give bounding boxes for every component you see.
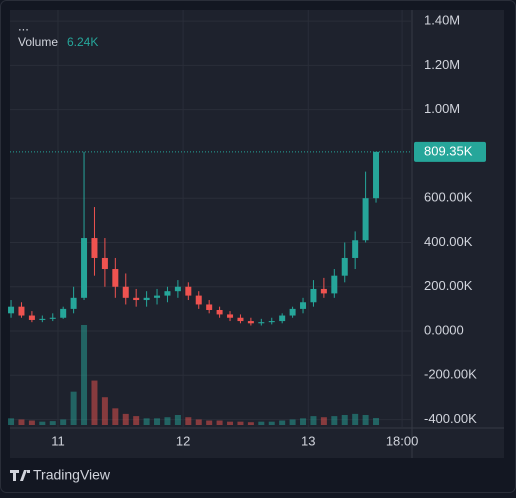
- volume-bar: [289, 419, 296, 425]
- volume-bar: [112, 408, 119, 425]
- y-tick-label: 400.00K: [424, 234, 473, 249]
- candle-body: [28, 315, 35, 320]
- logo: [10, 470, 30, 481]
- candle-body: [268, 321, 275, 323]
- candle-body: [174, 286, 181, 292]
- candle-body: [154, 295, 161, 298]
- volume-bar: [206, 420, 213, 425]
- candle-body: [164, 291, 171, 296]
- volume-bar: [373, 418, 380, 425]
- y-tick-label: -200.00K: [424, 367, 477, 382]
- volume-value: 6.24K: [67, 35, 98, 49]
- candle-body: [8, 306, 15, 314]
- candle-body: [49, 317, 56, 319]
- volume-bar: [331, 416, 338, 425]
- volume-bar: [143, 418, 150, 425]
- candle-body: [101, 257, 108, 270]
- volume-bar: [101, 397, 108, 425]
- volume-bar: [258, 421, 265, 425]
- candle-body: [300, 302, 307, 309]
- volume-bar: [341, 415, 348, 425]
- y-tick-label: 0.0000: [424, 322, 464, 337]
- candle-body: [289, 308, 296, 316]
- volume-bar: [39, 421, 46, 425]
- candle-body: [237, 317, 244, 322]
- footer-brand: TradingView: [33, 467, 111, 483]
- last-price-box: [414, 141, 486, 162]
- candle-body: [279, 315, 286, 322]
- candle-body: [122, 286, 129, 298]
- volume-bar: [362, 415, 369, 425]
- volume-bar: [227, 421, 234, 425]
- volume-bar: [320, 417, 327, 425]
- volume-bar: [8, 418, 15, 425]
- candle-body: [216, 309, 223, 315]
- candle-body: [18, 306, 25, 316]
- x-tick-label: 13: [301, 433, 315, 448]
- candle-body: [133, 297, 140, 301]
- candle-body: [373, 151, 380, 199]
- y-tick-label: 1.40M: [424, 13, 460, 28]
- candle-body: [81, 238, 88, 298]
- candle-body: [91, 238, 98, 258]
- candle-body: [247, 321, 254, 324]
- candle-body: [70, 297, 77, 309]
- last-price-label: 809.35K: [424, 143, 473, 158]
- candle-body: [227, 314, 234, 318]
- volume-bar: [185, 417, 192, 425]
- volume-bar: [49, 421, 56, 425]
- volume-bar: [352, 413, 359, 425]
- volume-bar: [300, 418, 307, 425]
- volume-bar: [247, 422, 254, 425]
- candle-body: [195, 295, 202, 305]
- volume-bar: [70, 391, 77, 425]
- candle-body: [258, 322, 265, 324]
- x-tick-label: 12: [176, 433, 190, 448]
- volume-bar: [28, 420, 35, 425]
- volume-bar: [133, 416, 140, 425]
- candle-body: [320, 288, 327, 294]
- volume-bar: [18, 419, 25, 425]
- volume-bar: [154, 418, 161, 425]
- candle-body: [60, 308, 67, 318]
- x-tick-label: 18:00: [386, 433, 419, 448]
- volume-bar: [91, 380, 98, 425]
- candle-body: [331, 275, 338, 294]
- volume-bar: [310, 416, 317, 425]
- candle-body: [185, 286, 192, 296]
- y-tick-label: 1.20M: [424, 57, 460, 72]
- x-tick-label: 11: [51, 433, 65, 448]
- candle-body: [39, 318, 46, 320]
- volume-bar: [216, 420, 223, 425]
- y-tick-label: 600.00K: [424, 190, 473, 205]
- candle-body: [143, 297, 150, 301]
- volume-legend: Volume: [18, 35, 58, 49]
- candle-body: [112, 269, 119, 287]
- y-tick-label: 200.00K: [424, 278, 473, 293]
- volume-bar: [268, 421, 275, 425]
- legend-title: ...: [18, 18, 29, 33]
- candle-body: [310, 288, 317, 303]
- volume-bar: [279, 420, 286, 425]
- volume-bar: [237, 421, 244, 425]
- candle-body: [206, 304, 213, 310]
- volume-bar: [164, 417, 171, 425]
- candle-body: [362, 198, 369, 241]
- candle-body: [341, 257, 348, 276]
- y-tick-label: -400.00K: [424, 411, 477, 426]
- volume-bar: [174, 415, 181, 425]
- volume-bar: [81, 325, 88, 425]
- volume-bar: [60, 419, 67, 425]
- volume-bar: [195, 419, 202, 425]
- candle-body: [352, 240, 359, 258]
- y-tick-label: 1.00M: [424, 101, 460, 116]
- volume-bar: [122, 413, 129, 425]
